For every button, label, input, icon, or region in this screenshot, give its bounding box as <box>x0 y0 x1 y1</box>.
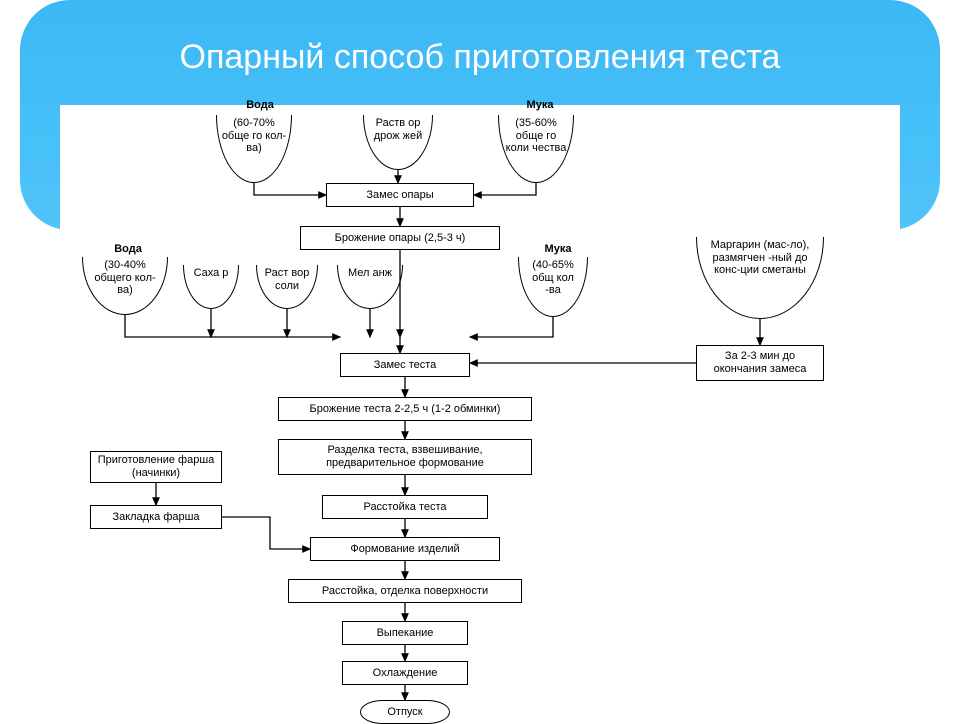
node-water2_label: Вода <box>98 243 158 255</box>
flowchart-diagram: Вода (60-70% обще го кол-ва) Раств ор дрож… <box>60 105 900 700</box>
node-formovanie: Формование изделий <box>310 537 500 561</box>
node-ohl: Охлаждение <box>342 661 468 685</box>
edge <box>474 183 536 195</box>
node-sugar: Саха р <box>183 265 239 309</box>
edge <box>222 517 310 549</box>
node-broj_opary: Брожение опары (2,5-3 ч) <box>300 226 500 250</box>
page-title: Опарный способ приготовления теста <box>0 38 960 77</box>
node-flour2_label: Мука <box>528 243 588 255</box>
edge <box>125 315 340 337</box>
node-salt: Раст вор соли <box>256 265 318 309</box>
node-water1: (60-70% обще го кол-ва) <box>216 115 292 183</box>
node-flour2: (40-65% общ кол -ва <box>518 257 588 317</box>
node-yeast: Раств ор дрож жей <box>363 115 433 170</box>
node-rasstoyka2: Расстойка, отделка поверхности <box>288 579 522 603</box>
edge <box>254 183 326 195</box>
node-zames_testa: Замес теста <box>340 353 470 377</box>
node-za23: За 2-3 мин до окончания замеса <box>696 345 824 381</box>
node-vypek: Выпекание <box>342 621 468 645</box>
edge <box>470 317 553 337</box>
node-flour1_label: Мука <box>510 99 570 111</box>
node-water2: (30-40% общего кол-ва) <box>82 257 168 315</box>
node-farsh2: Закладка фарша <box>90 505 222 529</box>
node-zames_opary: Замес опары <box>326 183 474 207</box>
node-farsh1: Приготовление фарша (начинки) <box>90 451 222 483</box>
node-otpusk: Отпуск <box>360 700 450 724</box>
node-melange: Мел анж <box>337 265 403 309</box>
node-margarine: Маргарин (мас-ло), размягчен -ный до кон… <box>696 237 824 319</box>
node-water1_label: Вода <box>230 99 290 111</box>
node-razdelka: Разделка теста, взвешивание, предварител… <box>278 439 532 475</box>
node-flour1: (35-60% обще го коли чества <box>498 115 574 183</box>
node-rasstoyka1: Расстойка теста <box>322 495 488 519</box>
node-broj_testa: Брожение теста 2-2,5 ч (1-2 обминки) <box>278 397 532 421</box>
